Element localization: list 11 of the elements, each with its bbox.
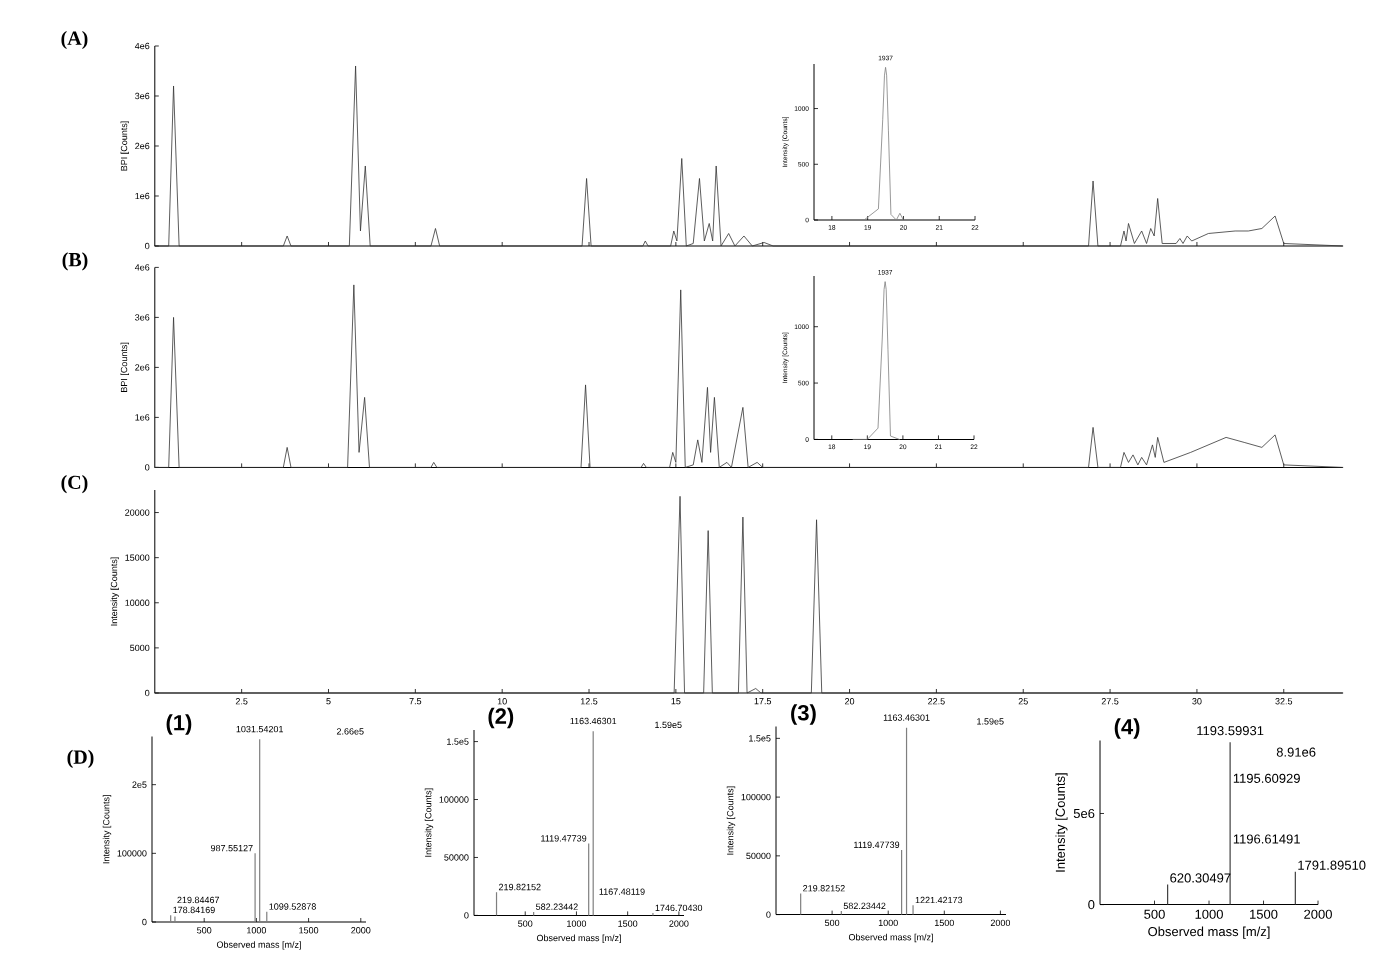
chart-title: (A) <box>61 30 88 50</box>
line-series <box>154 495 1344 694</box>
chart-title: (2) <box>488 707 514 729</box>
chart-title: (C) <box>61 475 88 494</box>
line-series <box>852 281 900 440</box>
chart-title: (3) <box>791 704 816 725</box>
text: (D) <box>67 749 94 768</box>
line-series <box>863 66 904 221</box>
chart-title: (4) <box>1114 718 1140 739</box>
chart-title: (1) <box>166 714 192 735</box>
chart-title: (B) <box>62 252 88 271</box>
